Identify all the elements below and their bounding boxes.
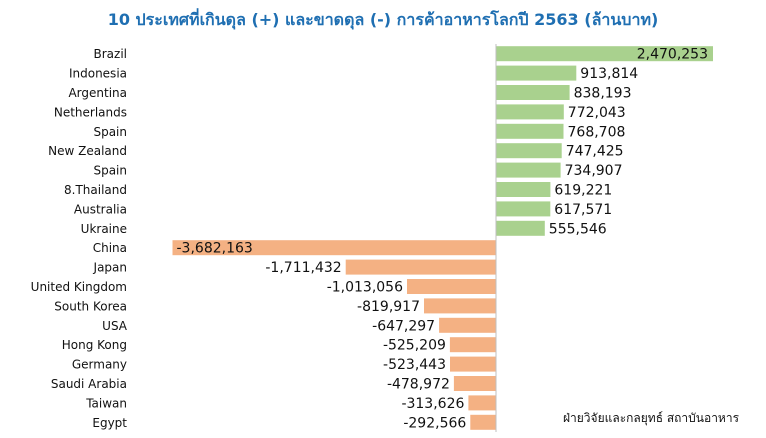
category-label: Brazil xyxy=(94,47,128,61)
source-note: ฝ่ายวิจัยและกลยุทธ์ สถาบันอาหาร xyxy=(563,411,740,425)
value-label: -1,013,056 xyxy=(327,280,403,296)
category-label: New Zealand xyxy=(48,144,127,158)
bar-13 xyxy=(407,279,496,294)
category-label: Ukraine xyxy=(81,222,127,236)
category-label: Taiwan xyxy=(85,396,127,410)
bar-20 xyxy=(470,414,496,430)
bar-2 xyxy=(496,65,577,81)
value-label: -525,209 xyxy=(383,338,446,354)
category-label: Germany xyxy=(72,358,127,372)
bar-18 xyxy=(453,376,496,391)
value-label: 2,470,253 xyxy=(637,47,708,63)
value-label: -292,566 xyxy=(403,415,466,431)
chart-title: 10 ประเทศที่เกินดุล (+) และขาดดุล (-) กา… xyxy=(107,10,659,29)
category-label: Netherlands xyxy=(54,105,127,119)
category-label: Egypt xyxy=(92,416,127,430)
bar-10 xyxy=(496,220,545,236)
value-label: -647,297 xyxy=(372,318,435,334)
value-label: 619,221 xyxy=(554,183,612,199)
bar-14 xyxy=(424,298,496,314)
value-label: -478,972 xyxy=(387,377,450,393)
category-label: 8.Thailand xyxy=(64,183,127,197)
bar-12 xyxy=(345,259,496,275)
bar-11 xyxy=(172,240,496,256)
value-label: 772,043 xyxy=(568,105,626,121)
bar-9 xyxy=(496,201,551,217)
category-label: United Kingdom xyxy=(31,280,127,294)
bar-7 xyxy=(496,162,561,178)
bar-19 xyxy=(468,395,496,411)
value-label: 555,546 xyxy=(549,221,607,237)
value-label: -523,443 xyxy=(383,357,446,373)
value-label: -3,682,163 xyxy=(177,241,253,257)
category-label: Spain xyxy=(93,164,127,178)
value-label: -313,626 xyxy=(401,396,464,412)
value-label: 913,814 xyxy=(580,66,638,82)
bar-3 xyxy=(496,85,570,100)
bar-5 xyxy=(496,123,564,139)
category-label: China xyxy=(93,241,127,255)
value-label: 768,708 xyxy=(568,124,626,140)
category-label: Spain xyxy=(93,125,127,139)
bar-6 xyxy=(496,143,562,159)
bar-16 xyxy=(449,337,496,353)
bar-17 xyxy=(450,356,496,372)
category-label: South Korea xyxy=(54,299,127,313)
bar-8 xyxy=(496,182,551,197)
value-label: 734,907 xyxy=(565,163,623,179)
value-label: -819,917 xyxy=(357,299,420,315)
category-label: Hong Kong xyxy=(62,338,127,352)
bar-15 xyxy=(439,317,496,333)
category-label: Argentina xyxy=(68,86,127,100)
value-label: -1,711,432 xyxy=(265,260,341,276)
value-label: 747,425 xyxy=(566,144,624,160)
category-label: USA xyxy=(102,319,128,333)
category-label: Australia xyxy=(74,202,127,216)
bar-1 xyxy=(496,46,713,62)
category-label: Saudi Arabia xyxy=(51,377,127,391)
bar-4 xyxy=(496,104,564,120)
value-label: 838,193 xyxy=(574,86,632,102)
category-label: Japan xyxy=(93,261,127,275)
value-label: 617,571 xyxy=(554,202,612,218)
category-label: Indonesia xyxy=(69,67,127,81)
